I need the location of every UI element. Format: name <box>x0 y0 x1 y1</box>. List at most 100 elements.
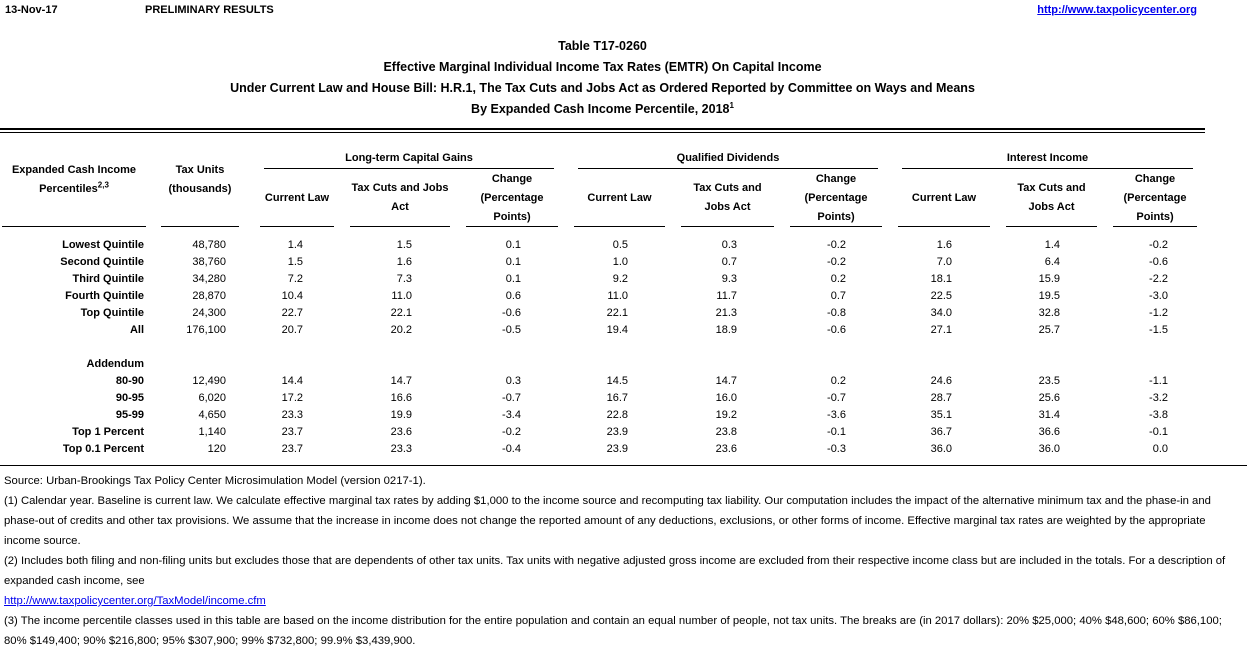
value-cell: -3.8 <box>1149 409 1168 421</box>
value-cell <box>998 356 1105 373</box>
value-cell: 23.7 <box>281 426 303 438</box>
value-cell: 12,490 <box>192 375 226 387</box>
value-cell: 19.5 <box>1038 290 1060 302</box>
value-cell: 23.6 <box>390 426 412 438</box>
value-cell: 32.8 <box>1038 307 1060 319</box>
column-group-qualified-dividends: Qualified Dividends <box>566 133 890 169</box>
value-cell: 0.7 <box>721 256 737 268</box>
row-label: 80-90 <box>115 375 144 387</box>
value-cell: 23.6 <box>715 443 737 455</box>
value-cell: -0.8 <box>827 307 846 319</box>
value-cell: 23.3 <box>390 443 412 455</box>
value-cell: 9.2 <box>612 273 628 285</box>
value-cell <box>1105 356 1205 373</box>
income-definition-link[interactable]: http://www.taxpolicycenter.org/TaxModel/… <box>4 595 266 607</box>
source-note: Source: Urban-Brookings Tax Policy Cente… <box>4 475 426 487</box>
value-cell: 0.1 <box>505 273 521 285</box>
value-cell: 35.1 <box>930 409 952 421</box>
row-label: Third Quintile <box>72 273 145 285</box>
value-cell: 0.2 <box>830 273 846 285</box>
value-cell: 7.0 <box>936 256 952 268</box>
value-cell: 11.0 <box>391 290 412 302</box>
value-cell: 28,870 <box>192 290 226 302</box>
value-cell: -0.2 <box>827 239 846 251</box>
row-label: Lowest Quintile <box>62 239 144 251</box>
footnote-3: (3) The income percentile classes used i… <box>4 615 1222 647</box>
value-cell: 0.0 <box>1152 443 1168 455</box>
value-cell <box>566 356 673 373</box>
column-header-current-law: Current Law <box>566 169 673 227</box>
value-cell: 22.1 <box>606 307 628 319</box>
footnote-ref-1: 1 <box>729 100 734 110</box>
value-cell: 1.6 <box>396 256 412 268</box>
table-body: Lowest Quintile 48,780 1.4 1.5 0.1 0.5 0.3 -0.2… <box>0 227 1205 458</box>
value-cell: -0.5 <box>502 324 521 336</box>
value-cell: 23.7 <box>281 443 303 455</box>
value-cell: 0.5 <box>612 239 628 251</box>
value-cell: 17.2 <box>281 392 303 404</box>
value-cell: 36.0 <box>930 443 952 455</box>
value-cell: 7.2 <box>287 273 303 285</box>
value-cell: 19.2 <box>715 409 737 421</box>
value-cell: 14.4 <box>281 375 303 387</box>
footnote-ref-2-3: 2,3 <box>97 180 109 190</box>
value-cell: 14.7 <box>715 375 737 387</box>
value-cell <box>782 356 890 373</box>
value-cell: -0.3 <box>827 443 846 455</box>
value-cell: 22.1 <box>390 307 412 319</box>
value-cell: 15.9 <box>1038 273 1060 285</box>
value-cell: 120 <box>207 443 226 455</box>
column-group-long-term-capital-gains: Long-term Capital Gains <box>252 133 566 169</box>
value-cell: 22.5 <box>930 290 952 302</box>
top-bar: 13-Nov-17 PRELIMINARY RESULTS http://www… <box>0 0 1247 22</box>
footnote-1: (1) Calendar year. Baseline is current l… <box>4 495 1211 547</box>
value-cell: 10.4 <box>281 290 303 302</box>
column-header-change: Change (Percentage Points) <box>782 169 890 227</box>
value-cell: 20.7 <box>281 324 303 336</box>
value-cell: 22.8 <box>606 409 628 421</box>
value-cell: 6,020 <box>198 392 226 404</box>
value-cell: 11.7 <box>716 290 737 302</box>
table-period: By Expanded Cash Income Percentile, 2018… <box>471 100 734 116</box>
column-header-current-law: Current Law <box>252 169 342 227</box>
value-cell: 1.5 <box>396 239 412 251</box>
column-header-change: Change (Percentage Points) <box>1105 169 1205 227</box>
value-cell: 23.9 <box>606 426 628 438</box>
value-cell: -0.1 <box>1149 426 1168 438</box>
value-cell: 48,780 <box>192 239 226 251</box>
value-cell: 1.0 <box>612 256 628 268</box>
table-title: Effective Marginal Individual Income Tax… <box>383 60 822 74</box>
value-cell: 1.5 <box>287 256 303 268</box>
value-cell: -3.6 <box>827 409 846 421</box>
value-cell: 11.0 <box>607 290 628 302</box>
value-cell: 16.0 <box>715 392 737 404</box>
value-cell: 176,100 <box>186 324 226 336</box>
notes: Source: Urban-Brookings Tax Policy Cente… <box>0 471 1242 651</box>
value-cell: 21.3 <box>715 307 737 319</box>
value-cell: 0.1 <box>505 239 521 251</box>
value-cell: 23.9 <box>606 443 628 455</box>
value-cell: 16.6 <box>390 392 412 404</box>
table-subtitle: Under Current Law and House Bill: H.R.1,… <box>230 81 975 95</box>
site-link[interactable]: http://www.taxpolicycenter.org <box>1037 4 1197 16</box>
value-cell: 36.0 <box>1038 443 1060 455</box>
value-cell: 38,760 <box>192 256 226 268</box>
column-group-interest-income: Interest Income <box>890 133 1205 169</box>
value-cell: 9.3 <box>721 273 737 285</box>
value-cell: 0.7 <box>830 290 846 302</box>
value-cell: 0.6 <box>505 290 521 302</box>
value-cell: 7.3 <box>396 273 412 285</box>
percentiles-column-header: Expanded Cash Income Percentiles2,3 <box>0 133 148 227</box>
value-cell <box>342 356 458 373</box>
value-cell <box>890 356 998 373</box>
table-top-rule <box>0 128 1205 133</box>
value-cell: 23.8 <box>715 426 737 438</box>
value-cell: 36.6 <box>1038 426 1060 438</box>
value-cell: 34.0 <box>930 307 952 319</box>
preliminary-results-label: PRELIMINARY RESULTS <box>145 4 274 16</box>
value-cell: -0.1 <box>827 426 846 438</box>
value-cell: 0.2 <box>830 375 846 387</box>
column-header-tcja: Tax Cuts and Jobs Act <box>673 169 782 227</box>
row-label: Top 1 Percent <box>72 426 144 438</box>
tax-units-column-header: Tax Units (thousands) <box>148 133 252 227</box>
